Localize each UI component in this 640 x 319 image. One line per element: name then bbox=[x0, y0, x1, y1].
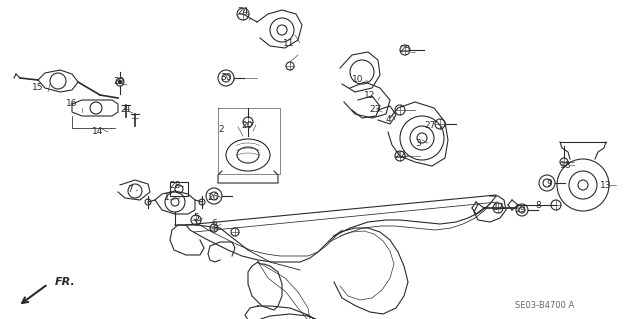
Text: 29: 29 bbox=[113, 78, 125, 86]
Text: 28: 28 bbox=[170, 181, 180, 189]
Text: 5: 5 bbox=[193, 213, 199, 222]
Text: 16: 16 bbox=[67, 99, 77, 108]
Text: 6: 6 bbox=[211, 219, 217, 228]
Text: 1: 1 bbox=[164, 194, 170, 203]
Text: 2: 2 bbox=[218, 125, 224, 135]
Text: FR.: FR. bbox=[55, 277, 76, 287]
Text: 4: 4 bbox=[385, 115, 391, 124]
Text: 25: 25 bbox=[399, 46, 411, 55]
Text: 12: 12 bbox=[364, 91, 376, 100]
Text: 19: 19 bbox=[515, 205, 527, 214]
Text: 20: 20 bbox=[241, 121, 253, 130]
Text: 10: 10 bbox=[352, 76, 364, 85]
Text: 9: 9 bbox=[546, 179, 552, 188]
Text: 11: 11 bbox=[284, 39, 295, 48]
Circle shape bbox=[118, 80, 122, 84]
Text: 15: 15 bbox=[32, 84, 44, 93]
Text: 3: 3 bbox=[415, 138, 421, 147]
Text: 22: 22 bbox=[394, 151, 406, 160]
Text: SE03-B4700 A: SE03-B4700 A bbox=[515, 301, 575, 310]
Text: 13: 13 bbox=[600, 181, 612, 189]
Text: 27: 27 bbox=[424, 121, 436, 130]
Text: 8: 8 bbox=[535, 201, 541, 210]
Text: 24: 24 bbox=[237, 8, 248, 17]
Text: 18: 18 bbox=[560, 160, 572, 169]
Text: 30: 30 bbox=[220, 73, 232, 83]
Bar bbox=[170, 182, 188, 196]
Text: 17: 17 bbox=[493, 204, 505, 212]
Text: 14: 14 bbox=[92, 128, 104, 137]
Text: 21: 21 bbox=[120, 106, 132, 115]
Text: 23: 23 bbox=[369, 106, 381, 115]
Text: 26: 26 bbox=[207, 194, 219, 203]
Text: 7: 7 bbox=[127, 186, 133, 195]
